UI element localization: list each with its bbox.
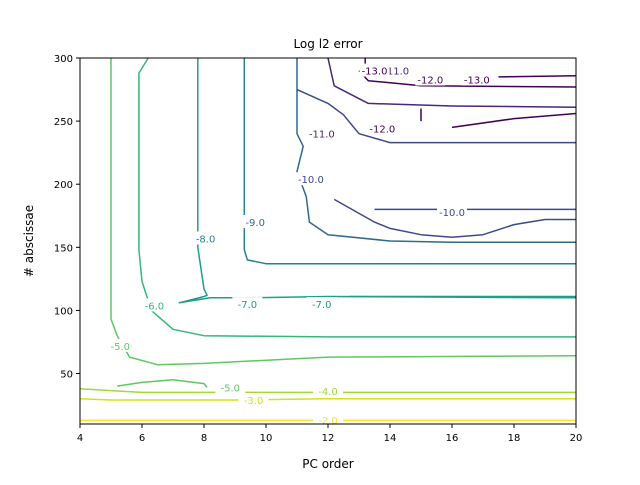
contour-line-level-neg10 [333,198,576,238]
contour-label: -3.0 [244,396,264,407]
contour-label: -11.0 [383,67,409,78]
contour-label-background [313,413,343,427]
contour-label-background [139,298,170,312]
x-axis-label: PC order [302,457,353,471]
contour-label-background [367,121,398,135]
x-tick-label: 10 [260,433,273,444]
contour-label: -12.0 [417,76,443,87]
contour-label: -8.0 [196,235,216,246]
y-tick-label: 300 [54,54,73,65]
y-axis-label: # abscissae [22,205,36,277]
contour-label: -5.0 [221,383,241,394]
chart-title: Log l2 error [293,37,362,51]
y-tick-label: 150 [54,243,73,254]
contour-label-background [306,297,337,311]
x-tick-label: 14 [384,433,397,444]
contour-label-background [295,172,326,186]
contour-label-background [437,205,467,218]
y-tick-label: 50 [60,370,73,381]
contour-label: -5.0 [111,342,131,353]
x-tick-label: 12 [322,433,335,444]
contour-label-background [359,63,390,77]
contour-label-background [215,380,246,394]
y-tick-label: 250 [54,117,73,128]
contour-line-level-neg9 [296,58,576,244]
contour-label: -9.0 [245,218,265,229]
x-axis-ticks: 4 6 8 10 12 14 16 18 20 [77,424,583,444]
contour-label: -12.0 [369,125,395,136]
contour-label: -10.0 [439,208,465,219]
contour-label-background [313,384,343,398]
contour-line-level-neg10 [296,88,576,144]
y-tick-label: 200 [54,180,73,191]
contour-label: -2.0 [318,416,338,427]
contour-line-level-neg11 [327,57,577,108]
contour-label: -4.0 [318,387,338,398]
contour-line-level-neg13 [498,74,577,78]
contour-label: -13.0 [464,76,490,87]
contour-line-level-neg4 [79,387,576,394]
contour-line-level-neg5 [117,379,208,388]
x-tick-label: 4 [77,433,83,444]
x-tick-label: 16 [446,433,459,444]
contour-label: -7.0 [312,300,332,311]
contour-label-background [238,393,269,406]
contour-label: -11.0 [309,130,335,141]
contour-label: -6.0 [145,301,165,312]
contour-line-level-neg3 [79,398,576,401]
y-tick-label: 100 [54,306,73,317]
contour-line-level-neg5 [110,58,577,366]
contour-line-level-neg12 [451,112,577,129]
x-tick-label: 6 [139,433,145,444]
x-tick-label: 8 [201,433,207,444]
y-axis-ticks: 50 100 150 200 250 300 [54,54,80,381]
contour-line-level-neg7 [178,58,577,304]
contour-label-background [415,72,446,86]
x-tick-label: 18 [508,433,521,444]
contour-label: -10.0 [298,175,324,186]
contour-label: -13.0 [362,67,388,78]
contour-label-background [306,126,337,140]
contour-label-background [232,297,263,311]
contour-label: -7.0 [238,300,258,311]
contour-labels-layer: -2.0 -3.0 -4.0 -5.0 -5.0 -6.0 -7.0 -7.0 -8.0 -9.0… [105,63,492,427]
contour-label-background [105,338,136,352]
contour-label-background [190,231,221,245]
contour-label-background [461,72,492,86]
x-tick-label: 20 [570,433,583,444]
contour-label-background [240,215,271,229]
